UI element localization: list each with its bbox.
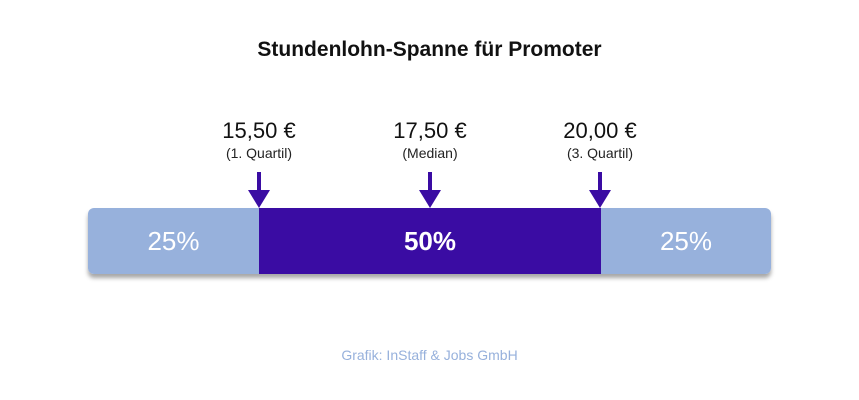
marker-q3-value: 20,00 € [563, 118, 637, 143]
marker-median: 17,50 € (Median) [350, 118, 510, 162]
marker-q1: 15,50 € (1. Quartil) [179, 118, 339, 162]
segment-upper-quartile: 25% [601, 208, 771, 274]
quartile-bar: 25% 50% 25% [88, 208, 771, 274]
arrow-down-icon [419, 172, 441, 208]
segment-lower-quartile: 25% [88, 208, 259, 274]
marker-q1-label: (1. Quartil) [225, 145, 293, 161]
marker-q1-value: 15,50 € [222, 118, 296, 143]
chart-title: Stundenlohn-Spanne für Promoter [257, 38, 602, 61]
credit-text: Grafik: InStaff & Jobs GmbH [341, 347, 518, 363]
marker-q3-label: (3. Quartil) [566, 145, 634, 161]
arrow-down-icon [248, 172, 270, 208]
marker-median-label: (Median) [402, 145, 458, 161]
marker-median-value: 17,50 € [393, 118, 467, 143]
arrow-down-icon [589, 172, 611, 208]
segment-middle-50: 50% [259, 208, 601, 274]
marker-q3: 20,00 € (3. Quartil) [520, 118, 680, 162]
